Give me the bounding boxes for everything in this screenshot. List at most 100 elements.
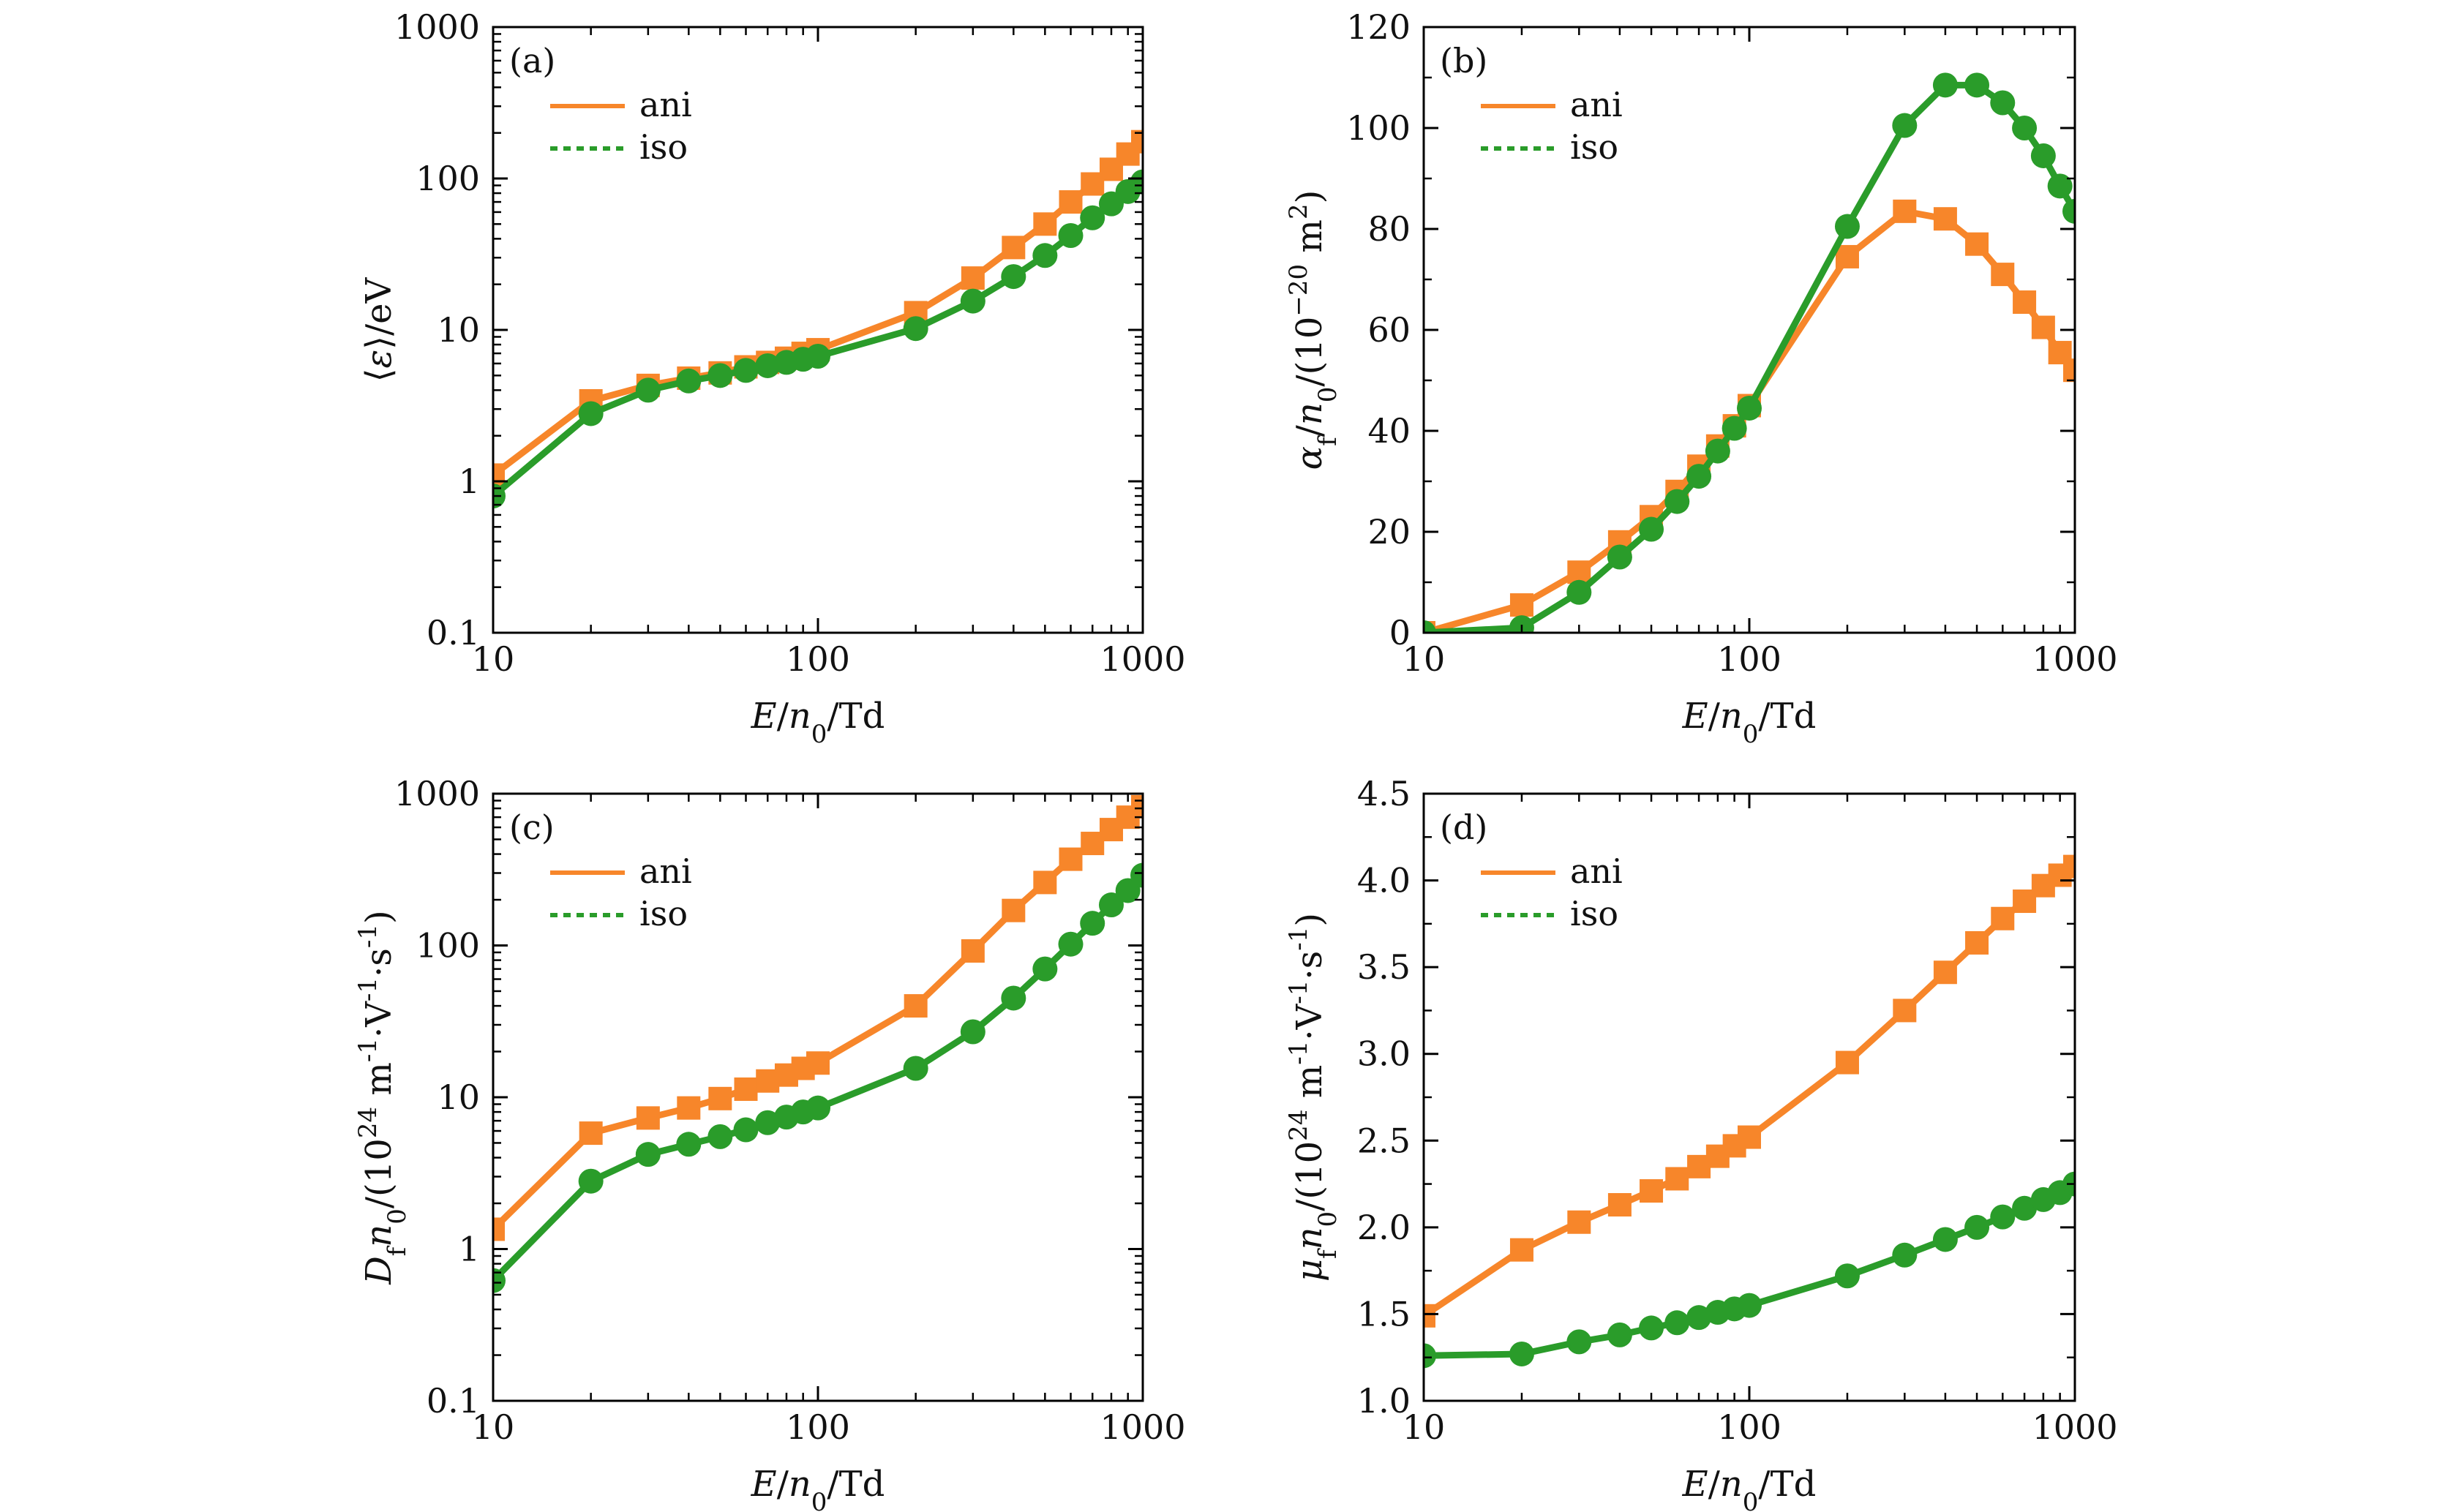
data-point-iso bbox=[1032, 956, 1058, 982]
chart-panel-d: 10 100 1000 1.0 1.5 2.0 2.5 3.0 3.5 4.0 4.5 E/n0/Td… bbox=[1284, 774, 2118, 1512]
data-point-iso bbox=[1892, 113, 1918, 138]
legend-label-ani: ani bbox=[639, 851, 692, 891]
data-point-iso bbox=[2030, 143, 2056, 168]
data-point-iso bbox=[2012, 116, 2038, 140]
data-point-ani bbox=[2063, 854, 2075, 879]
data-point-iso bbox=[707, 363, 733, 388]
x-axis-label: E/n0/Td bbox=[1682, 696, 1817, 749]
y-tick-label: 0.1 bbox=[427, 1381, 480, 1421]
y-tick-label: 20 bbox=[1367, 512, 1411, 552]
data-point-iso bbox=[1834, 214, 1860, 239]
data-point-ani bbox=[1991, 906, 2015, 930]
data-point-ani bbox=[1835, 1050, 1859, 1075]
legend-label-ani: ani bbox=[1570, 85, 1623, 124]
data-point-iso bbox=[578, 1168, 604, 1194]
data-point-iso bbox=[733, 358, 759, 383]
data-point-iso bbox=[1639, 516, 1664, 542]
data-point-ani bbox=[1033, 870, 1057, 895]
y-tick-label: 1 bbox=[459, 1230, 480, 1269]
data-point-iso bbox=[1964, 72, 1990, 98]
y-tick-label: 100 bbox=[416, 926, 480, 966]
data-point-iso bbox=[1686, 1305, 1712, 1331]
legend-label-iso: iso bbox=[639, 127, 688, 167]
y-axis-label: αf/n0/(10−20 m2) bbox=[1284, 190, 1343, 470]
data-point-iso bbox=[1607, 544, 1632, 570]
data-point-iso bbox=[1098, 892, 1124, 918]
data-point-ani bbox=[1509, 593, 1533, 617]
data-point-iso bbox=[1990, 1204, 2016, 1230]
data-point-iso bbox=[1664, 1310, 1690, 1336]
plot-frame bbox=[1422, 26, 2076, 634]
data-point-iso bbox=[1722, 415, 1747, 441]
y-tick-label: 2.0 bbox=[1357, 1208, 1411, 1247]
data-point-ani bbox=[493, 1217, 505, 1241]
legend-label-iso: iso bbox=[639, 894, 688, 933]
panel-label: (a) bbox=[509, 41, 555, 80]
data-point-ani bbox=[1131, 129, 1143, 154]
y-tick-label: 4.0 bbox=[1357, 861, 1411, 900]
plot-area bbox=[493, 129, 1143, 509]
series-line-iso bbox=[1424, 1181, 2075, 1359]
data-point-ani bbox=[1933, 960, 1957, 985]
y-tick-label: 10 bbox=[437, 310, 480, 350]
data-point-iso bbox=[493, 1268, 506, 1293]
x-tick-label: 10 bbox=[1403, 1407, 1446, 1447]
data-point-ani bbox=[961, 939, 985, 963]
y-tick-label: 40 bbox=[1367, 411, 1411, 451]
y-tick-label: 2.5 bbox=[1357, 1121, 1411, 1160]
data-point-iso bbox=[635, 1142, 661, 1167]
data-point-ani bbox=[2013, 290, 2037, 315]
data-point-iso bbox=[960, 1019, 985, 1045]
y-tick-label: 1 bbox=[459, 462, 480, 501]
y-tick-label: 120 bbox=[1346, 7, 1411, 47]
data-point-ani bbox=[1933, 207, 1957, 231]
data-point-ani bbox=[1509, 1238, 1533, 1262]
data-point-ani bbox=[1738, 1125, 1761, 1149]
data-point-ani bbox=[579, 1121, 603, 1146]
x-axis-label: E/n0/Td bbox=[751, 1464, 885, 1512]
data-point-ani bbox=[961, 266, 985, 290]
data-point-iso bbox=[903, 1056, 928, 1081]
data-point-iso bbox=[1964, 1214, 1990, 1240]
chart-panel-c: 10 100 1000 0.1 1 10 100 1000 E/n0/Td Dfn0/(1024 … bbox=[353, 774, 1186, 1512]
data-point-iso bbox=[1080, 911, 1105, 936]
data-point-ani bbox=[806, 1051, 830, 1075]
y-tick-label: 3.0 bbox=[1357, 1034, 1411, 1074]
y-tick-label: 1.5 bbox=[1357, 1294, 1411, 1334]
data-point-ani bbox=[734, 1077, 758, 1101]
legend-label-iso: iso bbox=[1570, 127, 1618, 167]
data-point-iso bbox=[1737, 1293, 1762, 1318]
y-tick-label: 0.1 bbox=[427, 613, 480, 652]
x-tick-label: 100 bbox=[786, 1407, 850, 1447]
x-tick-label: 10 bbox=[472, 639, 515, 679]
y-tick-label: 100 bbox=[1346, 108, 1411, 148]
x-tick-label: 100 bbox=[1717, 639, 1781, 679]
data-point-iso bbox=[960, 288, 985, 314]
plot-area bbox=[1424, 854, 2075, 1369]
data-point-ani bbox=[2063, 358, 2075, 383]
y-axis-label: ⟨ε⟩/eV bbox=[358, 277, 399, 382]
data-point-iso bbox=[1080, 205, 1105, 230]
data-point-iso bbox=[755, 1110, 781, 1135]
data-point-iso bbox=[635, 377, 661, 403]
data-point-iso bbox=[806, 1095, 830, 1121]
data-point-ani bbox=[1059, 847, 1083, 871]
y-tick-label: 0 bbox=[1389, 613, 1411, 652]
y-tick-label: 80 bbox=[1367, 209, 1411, 249]
data-point-iso bbox=[1705, 438, 1730, 464]
data-point-iso bbox=[755, 353, 781, 378]
y-tick-label: 1000 bbox=[394, 774, 480, 813]
x-tick-label: 100 bbox=[1717, 1407, 1781, 1447]
y-tick-label: 4.5 bbox=[1357, 774, 1411, 813]
series-line-iso bbox=[1424, 81, 2075, 633]
data-point-iso bbox=[2047, 173, 2073, 199]
y-tick-label: 3.5 bbox=[1357, 947, 1411, 987]
y-axis-label: Dfn0/(1024 m-1·V-1·s-1) bbox=[353, 910, 412, 1285]
y-tick-label: 100 bbox=[416, 159, 480, 198]
data-point-iso bbox=[1032, 243, 1058, 268]
plot-area bbox=[1424, 72, 2075, 633]
data-point-iso bbox=[1932, 1227, 1958, 1252]
panel-label: (c) bbox=[509, 808, 555, 847]
data-point-ani bbox=[1991, 263, 2015, 287]
data-point-iso bbox=[733, 1117, 759, 1143]
